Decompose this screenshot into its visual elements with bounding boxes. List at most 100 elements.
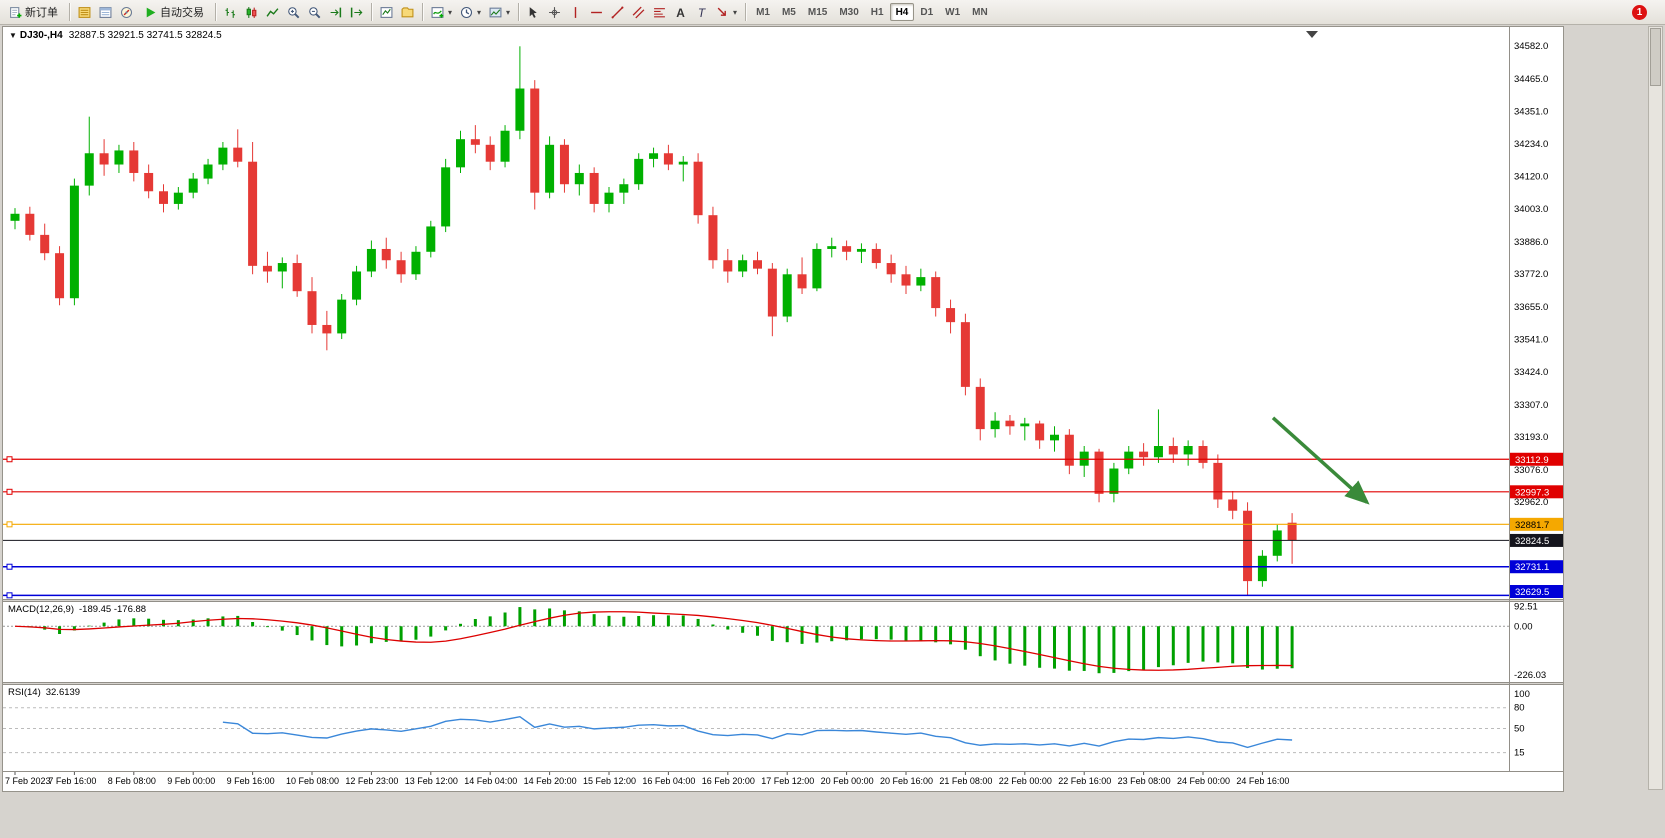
arrows-icon: [716, 6, 729, 19]
timeframe-h1-button[interactable]: H1: [865, 3, 890, 21]
svg-text:33076.0: 33076.0: [1514, 465, 1548, 476]
new-chart-button[interactable]: [376, 2, 397, 22]
text-button[interactable]: A: [670, 2, 691, 22]
rsi-value: 32.6139: [45, 687, 81, 698]
cursor-icon: [527, 6, 540, 19]
svg-text:80: 80: [1514, 703, 1525, 714]
svg-text:24 Feb 00:00: 24 Feb 00:00: [1177, 776, 1230, 786]
timeframe-d1-button[interactable]: D1: [914, 3, 939, 21]
svg-text:-226.03: -226.03: [1514, 670, 1546, 681]
data-window-icon: [99, 6, 112, 19]
svg-text:17 Feb 12:00: 17 Feb 12:00: [761, 776, 814, 786]
trendline-icon: [611, 6, 624, 19]
svg-text:22 Feb 16:00: 22 Feb 16:00: [1058, 776, 1111, 786]
main-toolbar: 新订单 自动交易 ▾ ▾ ▾ A T ▾ M1 M5 M15 M30 H1 H4 D1 W1 MN 1: [0, 0, 1665, 25]
label-button[interactable]: T: [691, 2, 712, 22]
timeframe-m5-button[interactable]: M5: [776, 3, 802, 21]
svg-text:33193.0: 33193.0: [1514, 432, 1548, 443]
chart-shift-button[interactable]: [346, 2, 367, 22]
navigator-button[interactable]: [116, 2, 137, 22]
svg-text:33541.0: 33541.0: [1514, 334, 1548, 345]
macd-values: -189.45 -176.88: [79, 604, 147, 615]
channel-button[interactable]: [628, 2, 649, 22]
zoom-out-button[interactable]: [304, 2, 325, 22]
svg-text:33772.0: 33772.0: [1514, 269, 1548, 280]
vertical-line-icon: [569, 6, 582, 19]
toolbar-separator: [69, 3, 70, 21]
svg-text:0.00: 0.00: [1514, 621, 1533, 632]
profiles-button[interactable]: [397, 2, 418, 22]
bar-chart-icon: [224, 6, 237, 19]
text-icon: A: [674, 6, 687, 19]
svg-text:50: 50: [1514, 723, 1525, 734]
chart-dropdown-icon: ▼: [9, 31, 17, 40]
right-gutter: [1566, 26, 1665, 792]
periods-icon: [460, 6, 473, 19]
svg-text:22 Feb 00:00: 22 Feb 00:00: [999, 776, 1052, 786]
chart-window: 34582.0 34465.0 34351.0 34234.0 34120.0 34003…: [2, 26, 1564, 792]
label-icon: T: [695, 6, 708, 19]
data-window-button[interactable]: [95, 2, 116, 22]
timeframe-m1-button[interactable]: M1: [750, 3, 776, 21]
templates-button[interactable]: ▾: [485, 2, 514, 22]
chart-header: ▼ DJ30-,H4 32887.5 32921.5 32741.5 32824.5: [9, 30, 222, 41]
crosshair-button[interactable]: [544, 2, 565, 22]
auto-scroll-button[interactable]: [325, 2, 346, 22]
trendline-button[interactable]: [607, 2, 628, 22]
timeframe-m30-button[interactable]: M30: [833, 3, 864, 21]
templates-icon: [489, 6, 502, 19]
svg-text:21 Feb 08:00: 21 Feb 08:00: [939, 776, 992, 786]
svg-text:15: 15: [1514, 748, 1525, 759]
windows-group: [376, 2, 418, 22]
fibonacci-button[interactable]: [649, 2, 670, 22]
periods-button[interactable]: ▾: [456, 2, 485, 22]
horizontal-line-icon: [590, 6, 603, 19]
svg-text:20 Feb 00:00: 20 Feb 00:00: [821, 776, 874, 786]
timeframe-w1-button[interactable]: W1: [939, 3, 966, 21]
candlestick-chart-icon: [245, 6, 258, 19]
svg-text:32824.5: 32824.5: [1515, 536, 1549, 547]
svg-text:16 Feb 20:00: 16 Feb 20:00: [702, 776, 755, 786]
rsi-name: RSI(14): [8, 687, 41, 698]
svg-text:7 Feb 16:00: 7 Feb 16:00: [48, 776, 96, 786]
zoom-in-button[interactable]: [283, 2, 304, 22]
svg-text:12 Feb 23:00: 12 Feb 23:00: [345, 776, 398, 786]
dropdown-caret-icon: ▾: [477, 7, 482, 17]
candlestick-chart-button[interactable]: [241, 2, 262, 22]
svg-text:92.51: 92.51: [1514, 601, 1538, 612]
timeframe-mn-button[interactable]: MN: [966, 3, 994, 21]
horizontal-line-button[interactable]: [586, 2, 607, 22]
new-order-button[interactable]: 新订单: [2, 2, 65, 22]
insert-group: ▾ ▾ ▾: [427, 2, 514, 22]
svg-text:34120.0: 34120.0: [1514, 171, 1548, 182]
profiles-icon: [401, 6, 414, 19]
line-chart-button[interactable]: [262, 2, 283, 22]
market-watch-button[interactable]: [74, 2, 95, 22]
svg-text:A: A: [676, 6, 685, 19]
cursor-button[interactable]: [523, 2, 544, 22]
scroll-group: [325, 2, 367, 22]
svg-text:16 Feb 04:00: 16 Feb 04:00: [642, 776, 695, 786]
chart-symbol-label: DJ30-,H4: [19, 30, 63, 41]
vertical-line-button[interactable]: [565, 2, 586, 22]
svg-text:34582.0: 34582.0: [1514, 41, 1548, 52]
timeframe-m15-button[interactable]: M15: [802, 3, 833, 21]
rsi-label: RSI(14) 32.6139: [8, 687, 80, 698]
indicators-button[interactable]: ▾: [427, 2, 456, 22]
svg-text:20 Feb 16:00: 20 Feb 16:00: [880, 776, 933, 786]
price-chart[interactable]: 34582.0 34465.0 34351.0 34234.0 34120.0 34003…: [3, 27, 1563, 791]
view-icon-group: [74, 2, 137, 22]
vertical-scrollbar[interactable]: [1648, 26, 1663, 790]
svg-text:9 Feb 16:00: 9 Feb 16:00: [227, 776, 275, 786]
new-order-label: 新订单: [25, 7, 58, 19]
auto-trading-button[interactable]: 自动交易: [137, 2, 211, 22]
navigator-icon: [120, 6, 133, 19]
arrows-button[interactable]: ▾: [712, 2, 741, 22]
timeframe-group: M1 M5 M15 M30 H1 H4 D1 W1 MN: [750, 3, 994, 21]
svg-text:7 Feb 2023: 7 Feb 2023: [5, 776, 51, 786]
scrollbar-thumb[interactable]: [1650, 28, 1661, 86]
notification-badge[interactable]: 1: [1632, 4, 1647, 20]
timeframe-h4-button[interactable]: H4: [889, 3, 915, 21]
bar-chart-button[interactable]: [220, 2, 241, 22]
play-icon: [144, 6, 157, 19]
